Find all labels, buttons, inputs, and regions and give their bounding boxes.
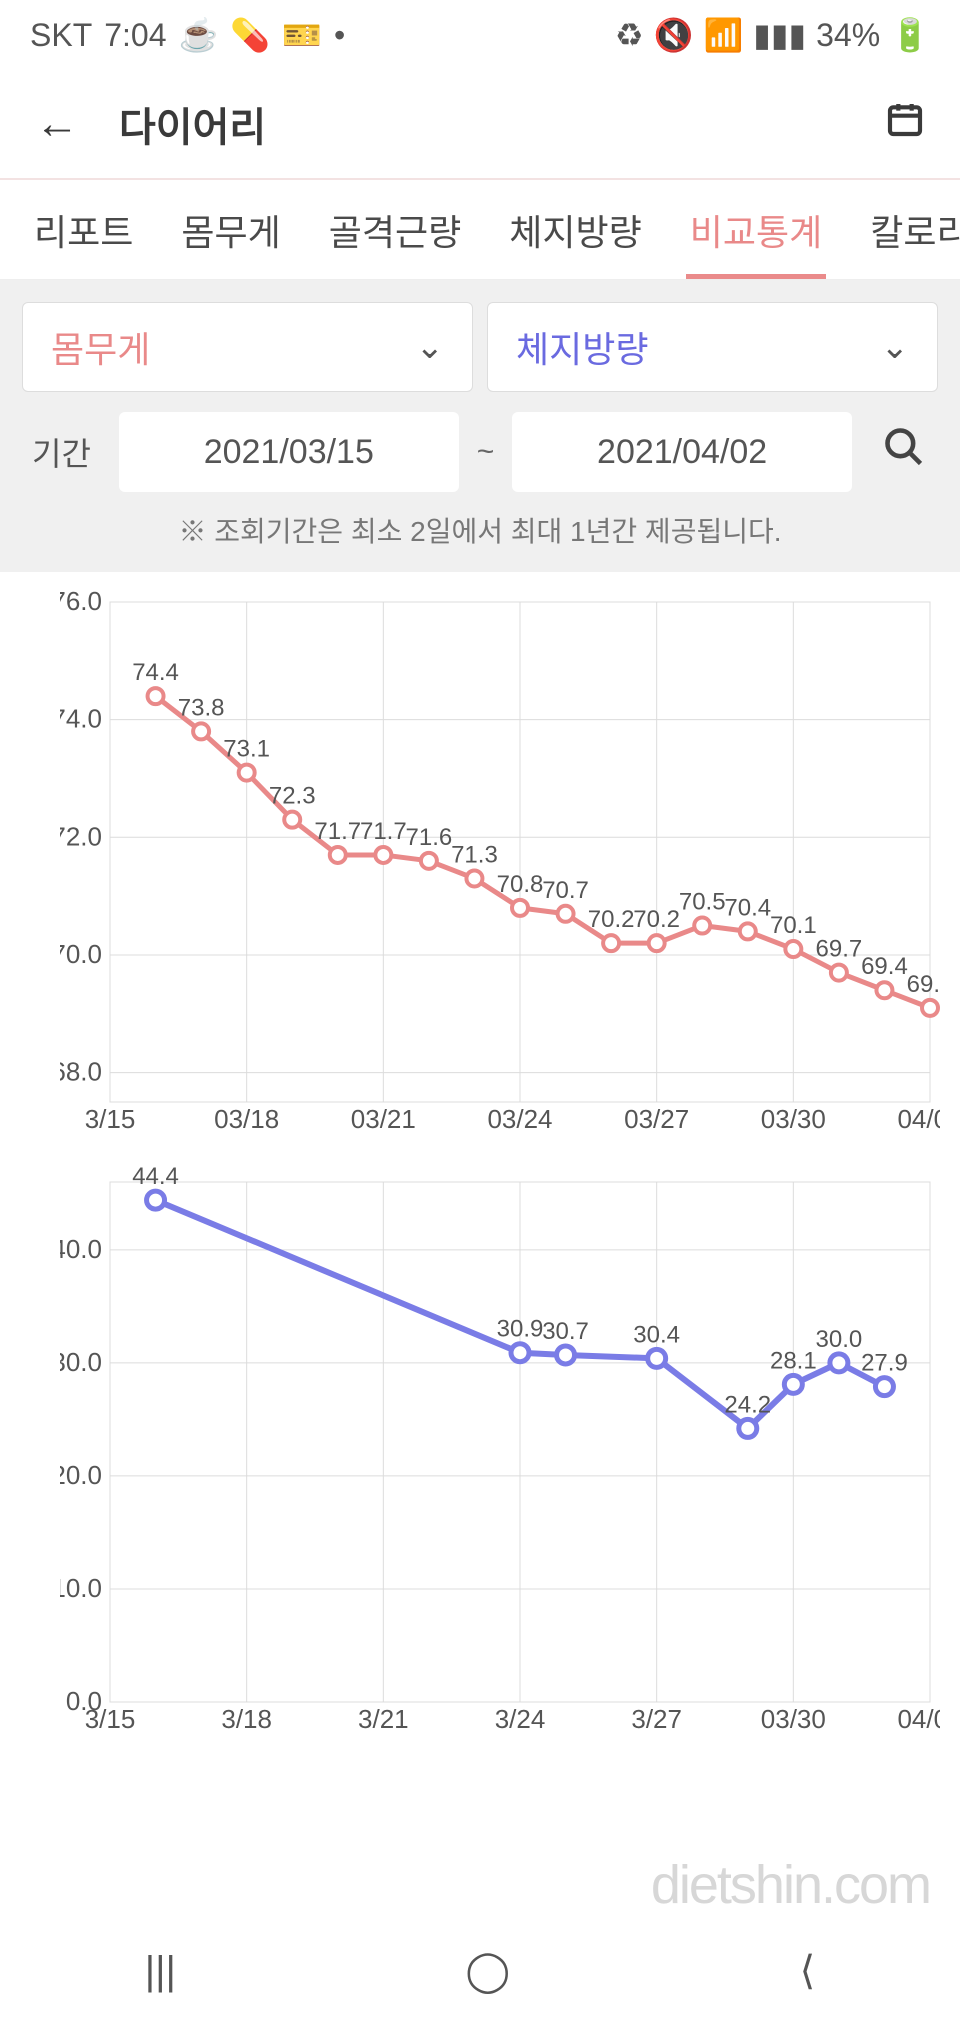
calendar-icon[interactable] — [885, 99, 925, 149]
recent-apps-icon[interactable]: ||| — [145, 1949, 176, 1994]
svg-text:72.3: 72.3 — [269, 783, 316, 810]
svg-text:03/27: 03/27 — [624, 1104, 689, 1134]
svg-text:3/21: 3/21 — [358, 1704, 409, 1734]
tab-0[interactable]: 리포트 — [30, 184, 137, 276]
metric-select-right[interactable]: 체지방량 ⌄ — [487, 302, 938, 392]
svg-text:70.7: 70.7 — [542, 877, 589, 904]
bodyfat-chart: 0.010.020.030.040.03/153/183/213/243/270… — [0, 1152, 960, 1752]
svg-text:71.3: 71.3 — [451, 841, 498, 868]
watermark: dietshin.com — [651, 1854, 930, 1916]
svg-text:27.9: 27.9 — [861, 1350, 908, 1377]
date-to-value: 2021/04/02 — [597, 433, 767, 472]
dot-icon: • — [334, 17, 345, 54]
badge-icon: 🎫 — [282, 16, 322, 54]
metric-left-label: 몸무게 — [51, 321, 150, 373]
carrier-label: SKT — [30, 17, 92, 54]
chevron-down-icon: ⌄ — [881, 327, 910, 367]
svg-text:71.6: 71.6 — [406, 824, 453, 851]
svg-text:30.7: 30.7 — [542, 1318, 589, 1345]
bodyfat-chart-svg: 0.010.020.030.040.03/153/183/213/243/270… — [60, 1162, 940, 1742]
pill-icon: 💊 — [230, 16, 270, 54]
svg-text:70.5: 70.5 — [679, 889, 726, 916]
svg-text:44.4: 44.4 — [132, 1163, 179, 1190]
weight-chart-svg: 68.0 70.0 72.0 74.0 76.0 3/15 03/18 03/21 03/24 0… — [60, 582, 940, 1142]
date-from-value: 2021/03/15 — [204, 433, 374, 472]
weight-chart: 68.0 70.0 72.0 74.0 76.0 3/15 03/18 03/21 03/24 0… — [0, 572, 960, 1152]
battery-label: 34% — [816, 17, 880, 54]
metric-right-label: 체지방량 — [516, 321, 648, 373]
period-hint: ※ 조회기간은 최소 2일에서 최대 1년간 제공됩니다. — [22, 510, 938, 550]
svg-text:30.4: 30.4 — [633, 1321, 680, 1348]
tab-bar: 리포트 몸무게 골격근량 체지방량 비교통계 칼로리 — [0, 180, 960, 280]
svg-text:3/18: 3/18 — [221, 1704, 272, 1734]
wifi-icon: 📶 — [703, 16, 743, 54]
status-right: ♻ 🔇 📶 ▮▮▮ 34% 🔋 — [615, 16, 930, 54]
svg-text:68.0: 68.0 — [60, 1057, 102, 1087]
status-time: 7:04 — [104, 17, 166, 54]
svg-text:3/15: 3/15 — [85, 1104, 136, 1134]
svg-text:73.1: 73.1 — [223, 736, 270, 763]
tab-1[interactable]: 몸무게 — [177, 184, 284, 276]
svg-text:71.7: 71.7 — [314, 818, 361, 845]
range-tilde: ~ — [477, 435, 495, 469]
battery-icon: 🔋 — [890, 16, 930, 54]
svg-text:03/21: 03/21 — [351, 1104, 416, 1134]
android-nav-bar: ||| ◯ ⟨ — [0, 1916, 960, 2026]
svg-text:69.7: 69.7 — [816, 936, 863, 963]
svg-text:70.0: 70.0 — [60, 939, 102, 969]
svg-text:03/30: 03/30 — [761, 1704, 826, 1734]
svg-text:70.1: 70.1 — [770, 912, 817, 939]
chevron-down-icon: ⌄ — [416, 327, 445, 367]
svg-text:71.7: 71.7 — [360, 818, 407, 845]
svg-text:30.0: 30.0 — [60, 1347, 102, 1377]
coffee-icon: ☕ — [179, 16, 219, 54]
tab-3[interactable]: 체지방량 — [505, 184, 645, 276]
back-arrow-icon[interactable]: ← — [35, 99, 79, 149]
svg-text:24.2: 24.2 — [724, 1391, 771, 1418]
date-to-input[interactable]: 2021/04/02 — [512, 412, 852, 492]
tab-2[interactable]: 골격근량 — [325, 184, 465, 276]
svg-text:74.4: 74.4 — [132, 659, 179, 686]
svg-text:73.8: 73.8 — [178, 694, 225, 721]
svg-text:72.0: 72.0 — [60, 821, 102, 851]
svg-text:70.2: 70.2 — [588, 906, 635, 933]
svg-text:03/24: 03/24 — [487, 1104, 552, 1134]
svg-text:30.9: 30.9 — [497, 1316, 544, 1343]
svg-text:04/02: 04/02 — [897, 1704, 940, 1734]
page-title: 다이어리 — [119, 95, 266, 153]
svg-text:3/24: 3/24 — [495, 1704, 546, 1734]
home-icon[interactable]: ◯ — [465, 1948, 510, 1994]
svg-text:3/15: 3/15 — [85, 1704, 136, 1734]
svg-text:03/30: 03/30 — [761, 1104, 826, 1134]
tab-5[interactable]: 칼로리 — [866, 184, 960, 276]
recycle-icon: ♻ — [615, 16, 644, 54]
filter-panel: 몸무게 ⌄ 체지방량 ⌄ 기간 2021/03/15 ~ 2021/04/02 … — [0, 280, 960, 572]
app-header: ← 다이어리 — [0, 70, 960, 180]
svg-text:70.8: 70.8 — [497, 871, 544, 898]
svg-text:03/18: 03/18 — [214, 1104, 279, 1134]
status-bar: SKT 7:04 ☕ 💊 🎫 • ♻ 🔇 📶 ▮▮▮ 34% 🔋 — [0, 0, 960, 70]
svg-text:04/02: 04/02 — [897, 1104, 940, 1134]
search-icon[interactable] — [870, 425, 938, 480]
tab-4[interactable]: 비교통계 — [686, 184, 826, 276]
signal-icon: ▮▮▮ — [753, 16, 806, 54]
svg-text:76.0: 76.0 — [60, 586, 102, 616]
svg-text:20.0: 20.0 — [60, 1460, 102, 1490]
svg-text:28.1: 28.1 — [770, 1347, 817, 1374]
mute-icon: 🔇 — [654, 16, 694, 54]
date-from-input[interactable]: 2021/03/15 — [119, 412, 459, 492]
status-left: SKT 7:04 ☕ 💊 🎫 • — [30, 16, 345, 54]
svg-text:69.4: 69.4 — [861, 953, 908, 980]
period-label: 기간 — [22, 429, 101, 475]
svg-text:40.0: 40.0 — [60, 1234, 102, 1264]
svg-text:74.0: 74.0 — [60, 704, 102, 734]
svg-text:70.4: 70.4 — [724, 894, 771, 921]
metric-select-left[interactable]: 몸무게 ⌄ — [22, 302, 473, 392]
nav-back-icon[interactable]: ⟨ — [800, 1948, 816, 1994]
svg-text:69.1: 69.1 — [907, 971, 940, 998]
svg-text:10.0: 10.0 — [60, 1573, 102, 1603]
svg-text:70.2: 70.2 — [633, 906, 680, 933]
svg-text:30.0: 30.0 — [816, 1326, 863, 1353]
svg-text:3/27: 3/27 — [631, 1704, 682, 1734]
